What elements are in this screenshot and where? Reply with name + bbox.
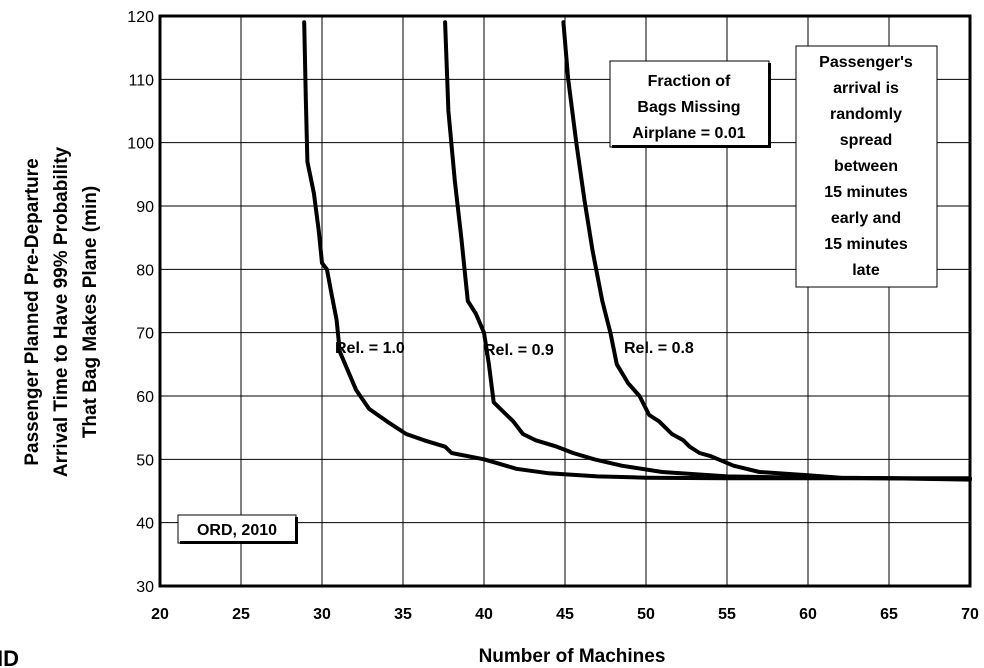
series-line-3	[561, 20, 972, 482]
y-tick-labels: 30 40 50 60 70 80 90 100 110 120	[127, 9, 154, 596]
passenger-annotation-line-5: between	[834, 158, 898, 175]
x-tick-label: 65	[880, 606, 898, 623]
y-axis-title-line-1: Passenger Planned Pre-Departure	[22, 158, 43, 465]
fraction-annotation-shadow-side	[768, 63, 771, 148]
fraction-annotation-line-2: Bags Missing	[637, 99, 740, 116]
x-tick-label: 60	[799, 606, 817, 623]
x-tick-label: 45	[556, 606, 574, 623]
fraction-annotation-line-1: Fraction of	[648, 73, 731, 90]
y-axis-title-line-3: That Bag Makes Plane (min)	[80, 186, 101, 438]
passenger-annotation-box	[795, 45, 938, 288]
y-tick-label: 80	[136, 262, 154, 279]
series-label-rel-0-9: Rel. = 0.9	[484, 342, 554, 359]
passenger-annotation-line-1: Passenger's	[819, 54, 913, 71]
location-annotation-shadow-side	[295, 517, 298, 544]
location-annotation-text: ORD, 2010	[197, 522, 277, 539]
passenger-annotation-line-9: late	[852, 262, 880, 279]
x-tick-label: 70	[961, 606, 979, 623]
y-axis-title-line-2: Arrival Time to Have 99% Probability	[51, 146, 72, 477]
x-tick-label: 20	[151, 606, 169, 623]
y-tick-label: 60	[136, 389, 154, 406]
series-line-2	[443, 20, 972, 481]
x-tick-label: 50	[637, 606, 655, 623]
passenger-annotation-line-3: randomly	[830, 106, 902, 123]
x-tick-labels: 20 25 30 35 40 45 50 55 60 65 70	[151, 606, 979, 623]
y-tick-label: 70	[136, 326, 154, 343]
passenger-annotation-line-6: 15 minutes	[824, 184, 908, 201]
location-annotation-shadow	[180, 541, 298, 544]
data-series	[302, 20, 972, 482]
location-annotation-box	[177, 514, 297, 544]
location-annotation: ORD, 2010	[177, 514, 298, 544]
x-axis-title: Number of Machines	[479, 646, 666, 667]
x-tick-label: 35	[394, 606, 412, 623]
y-tick-label: 110	[128, 72, 154, 89]
passenger-annotation-line-4: spread	[840, 132, 892, 149]
x-tick-label: 25	[232, 606, 250, 623]
passenger-annotation-line-7: early and	[831, 210, 901, 227]
corner-text: ID	[0, 646, 19, 668]
y-tick-label: 40	[136, 516, 154, 533]
y-axis-title: Passenger Planned Pre-Departure Arrival …	[22, 146, 101, 477]
series-label-rel-1-0: Rel. = 1.0	[335, 340, 405, 357]
x-tick-label: 55	[718, 606, 736, 623]
y-tick-label: 30	[136, 579, 154, 596]
passenger-annotation-line-8: 15 minutes	[824, 236, 908, 253]
y-tick-label: 50	[136, 452, 154, 469]
fraction-annotation-shadow	[612, 145, 771, 148]
fraction-annotation-line-3: Airplane = 0.01	[632, 125, 745, 142]
y-tick-label: 100	[127, 136, 154, 153]
fraction-annotation: Fraction of Bags Missing Airplane = 0.01	[609, 60, 771, 148]
x-tick-label: 40	[475, 606, 493, 623]
series-line-1	[302, 20, 972, 481]
y-tick-label: 90	[136, 199, 154, 216]
passenger-annotation-line-2: arrival is	[833, 80, 899, 97]
plot-frame	[158, 14, 972, 588]
series-label-rel-0-8: Rel. = 0.8	[624, 340, 694, 357]
x-tick-label: 30	[313, 606, 331, 623]
passenger-annotation: Passenger's arrival is randomly spread b…	[795, 45, 938, 288]
y-tick-label: 120	[127, 9, 154, 26]
